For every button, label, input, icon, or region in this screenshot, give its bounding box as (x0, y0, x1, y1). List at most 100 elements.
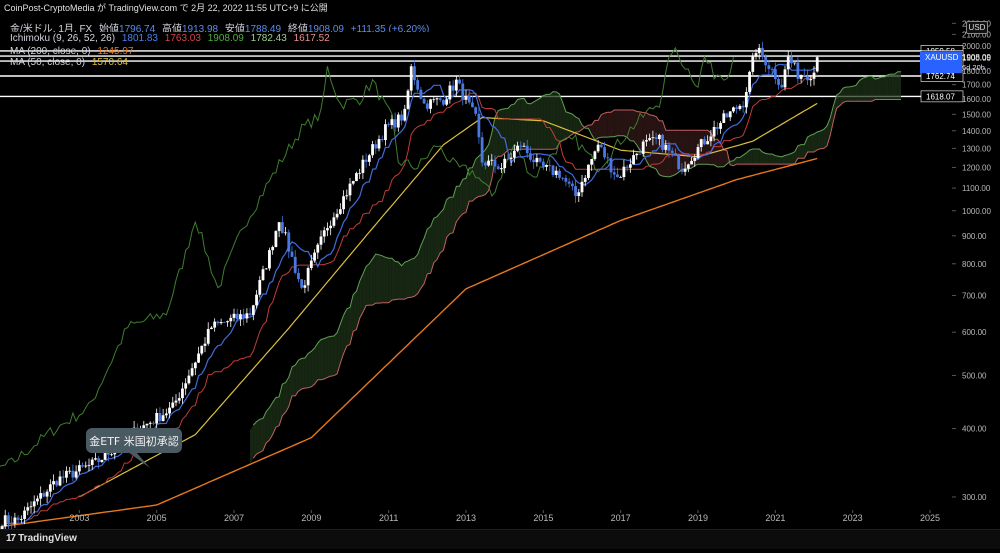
ma200-legend[interactable]: MA (200, close, 0) 1245.97 (0, 46, 1000, 58)
candle-body (648, 138, 652, 141)
candle-body (725, 113, 729, 118)
open-label: 始値 (99, 24, 120, 32)
cloud-segment (617, 110, 621, 136)
cloud-segment (298, 358, 302, 392)
candle-body (467, 96, 471, 103)
candle-body (297, 272, 300, 280)
cloud-segment (623, 110, 628, 138)
candle-body (509, 157, 513, 159)
price-tick-label: 700.00 (962, 292, 987, 301)
cloud-segment (269, 402, 273, 441)
candle-body (590, 159, 594, 165)
cloud-segment (362, 266, 367, 313)
ohlc-legend[interactable]: 金/米ドル, 1月, FX 始値1796.74 高値1913.98 安値1788… (0, 20, 1000, 32)
ma50-legend[interactable]: MA (50, close, 0) 1570.64 (0, 57, 1000, 69)
cloud-segment (536, 98, 541, 150)
price-tick-label: 1000.00 (962, 207, 991, 216)
ma200-label: MA (200, close, 0) (10, 46, 91, 57)
cloud-segment (259, 418, 263, 453)
candle-body (313, 252, 316, 261)
candle-body (719, 123, 722, 129)
candle-body (796, 62, 800, 79)
cloud-segment (295, 360, 299, 396)
time-tick-label: 2015 (533, 513, 553, 523)
time-tick-label: 2017 (611, 513, 631, 523)
candle-body (145, 423, 149, 426)
candle-body (564, 177, 568, 182)
candle-body (583, 177, 587, 182)
candle-body (416, 80, 420, 90)
candles (0, 41, 819, 538)
cloud-segment (288, 366, 292, 407)
time-tick-label: 2005 (147, 513, 167, 523)
cloud-segment (520, 98, 524, 150)
candle-body (387, 124, 391, 126)
price-axis-bg (952, 0, 1000, 529)
candle-body (445, 99, 449, 105)
candle-body (206, 329, 210, 344)
candle-body (767, 65, 771, 69)
candle-body (16, 517, 20, 520)
candle-body (406, 90, 410, 109)
candle-body (403, 108, 407, 121)
candle-body (503, 158, 507, 169)
cloud-segment (601, 113, 605, 138)
candle-body (181, 388, 184, 399)
candle-body (554, 170, 558, 176)
candle-body (493, 159, 497, 167)
cloud-segment (807, 135, 811, 152)
candle-body (300, 279, 304, 288)
cloud-segment (849, 86, 853, 102)
candle-body (496, 166, 500, 170)
cloud-segment (514, 99, 518, 150)
candle-body (280, 222, 284, 234)
candle-body (258, 280, 262, 295)
candle-body (438, 98, 442, 100)
cloud-segment (366, 263, 370, 306)
candle-body (287, 232, 291, 252)
ma200-value: 1245.97 (97, 46, 134, 57)
candle-body (561, 177, 565, 179)
cloud-segment (620, 110, 624, 136)
candle-body (712, 127, 716, 137)
price-tick-label: 1400.00 (962, 127, 991, 136)
candle-body (155, 412, 159, 424)
currency-badge[interactable]: USD (966, 21, 988, 34)
cloud-segment (785, 154, 789, 165)
cloud-segment (408, 259, 412, 298)
candle-body (342, 196, 345, 210)
cloud-segment (881, 76, 885, 100)
candle-body (693, 157, 697, 161)
candle-body (451, 85, 455, 91)
cloud-segment (707, 130, 711, 165)
cloud-segment (878, 76, 882, 100)
candle-body (390, 119, 394, 126)
candle-body (529, 153, 532, 160)
candle-body (474, 107, 478, 114)
candle-body (616, 174, 619, 178)
candle-body (635, 153, 639, 156)
candle-body (284, 232, 287, 234)
ichimoku-span-a-value: 1782.43 (250, 33, 287, 44)
candle-body (625, 166, 629, 168)
candle-body (290, 251, 294, 257)
candle-body (10, 522, 14, 524)
candle-body (525, 145, 529, 154)
candle-body (538, 157, 542, 162)
candle-body (448, 85, 452, 100)
cloud-segment (414, 254, 418, 297)
candle-body (464, 96, 468, 100)
cloud-segment (375, 254, 379, 304)
candle-body (567, 181, 571, 184)
candle-body (23, 510, 26, 519)
candle-body (13, 517, 17, 524)
cloud-segment (501, 108, 505, 157)
cloud-segment (398, 261, 402, 300)
tradingview-logo[interactable]: 17 TradingView (6, 533, 77, 544)
ichimoku-legend[interactable]: Ichimoku (9, 26, 52, 26) 1801.83 1763.03… (0, 33, 1000, 45)
cloud-segment (891, 74, 895, 100)
cloud-segment (888, 74, 892, 100)
candle-body (19, 518, 23, 520)
